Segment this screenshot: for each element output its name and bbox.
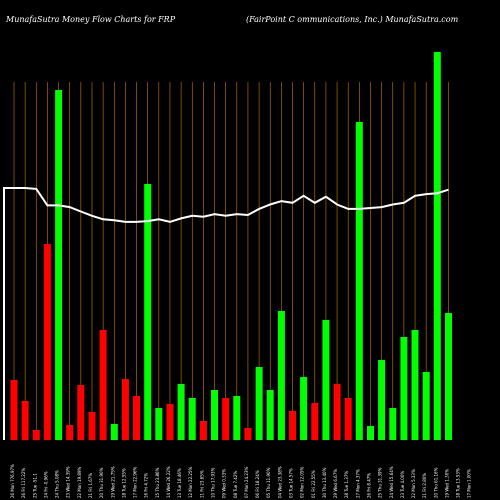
money-flow-bar [77,385,85,440]
x-tick-label: 24 Thu 5.08% [55,470,60,498]
x-tick-label: 23 Wed 14.39% [66,466,71,498]
x-tick-label: 11 Fri 23.65% [199,470,204,498]
x-tick-label: 22 Mon 5.33% [411,469,416,498]
money-flow-bar [88,412,96,440]
money-flow-bar [277,311,285,440]
money-flow-bar [43,244,51,440]
x-tick-label: 13 Tue 18.46% [177,468,182,498]
money-flow-bar [177,384,185,440]
money-flow-bar [422,372,430,440]
money-flow-bar [32,430,40,440]
money-flow-bar [66,425,74,440]
money-flow-bar [411,330,419,440]
x-tick-labels: 26 Mon 776.97% 26 Fri 117.22% 25 Tue -51.1… [10,464,472,498]
x-tick-label: 17 Mon 22.96% [133,466,138,498]
x-tick-label: 26 Mon 776.97% [10,464,15,498]
money-flow-bar [289,411,296,440]
money-flow-bar [355,122,363,440]
money-flow-bar [311,403,319,440]
x-tick-label: 25 Tue -51.1 [32,473,37,498]
money-flow-bar [211,390,218,440]
x-tick-label: 18 Tue 13.53% [456,468,461,498]
x-tick-label: 26 Fri 8.47% [367,473,372,498]
x-tick-label: 29 Wed 6.67% [333,469,338,498]
money-flow-bar [199,421,207,440]
money-flow-bar [333,384,341,440]
money-flow-bar [222,398,230,440]
x-tick-label: 24 Wed 15.64% [389,466,394,498]
money-flow-bar [400,337,408,440]
money-flow-bar [445,313,452,440]
money-flow-bar [344,398,352,440]
money-flow-bar [255,367,263,440]
x-tick-label: 10 Thu 17.93% [211,467,216,498]
x-tick-label: 14 Wed 26.22% [166,466,171,498]
money-flow-bar [367,426,374,440]
x-tick-label: 19 Wed 1.30% [445,469,450,498]
x-tick-label: 09 Wed 0.33% [222,469,227,498]
x-tick-label: 04 Wed 23.38% [277,466,282,498]
x-tick-label: 05 Thu 11.90% [266,467,271,498]
x-tick-label: 06 Fri 18.24% [255,470,260,498]
x-tick-label: 21 Fri 1.67% [88,473,93,498]
money-flow-bars [10,52,452,440]
x-tick-label: 16 Fri 4.72% [144,473,149,498]
x-tick-label: 27 Mon 4.37% [355,469,360,498]
money-flow-bar [110,424,118,440]
x-tick-label: 26 Fri 117.22% [21,468,26,498]
price-line [3,187,449,440]
x-tick-label: 20 Thu 61.16% [433,467,438,498]
money-flow-bar [433,52,441,440]
x-tick-label: 28 Tue 1.37% [344,471,349,498]
money-flow-bar [121,379,129,440]
money-flow-bar [378,360,386,440]
chart-subtitle: (FairPoint C ommunications, Inc.) Munafa… [246,15,459,24]
money-flow-bar [55,90,63,440]
x-tick-label: 19 Wed 21.75% [110,466,115,498]
money-flow-bar [166,404,174,440]
x-tick-label: 30 Thu 13.40% [322,467,327,498]
money-flow-bar [389,408,397,440]
x-tick-label: 03 Tue 14.57% [289,468,294,498]
money-flow-bar [300,377,308,440]
x-tick-label: 20 Thu 31.90% [99,467,104,498]
x-tick-label: 21 Fri 2.80% [422,473,427,498]
x-tick-label: 17 Mon 1.00% [467,469,472,498]
money-flow-bar [266,390,274,440]
money-flow-bar [10,380,18,440]
money-flow-bar [144,184,152,440]
money-flow-bar [322,320,330,440]
x-tick-label: 18 Tue 12.55% [121,468,126,498]
money-flow-bar [155,408,163,440]
x-tick-label: 25 Thu 31.39% [378,467,383,498]
money-flow-bar [244,428,252,440]
money-flow-bar [21,401,29,440]
x-tick-label: 12 Mon 22.25% [188,466,193,498]
money-flow-bar [99,330,107,440]
money-flow-bar [133,396,140,440]
x-tick-label: 07 Mon 24.23% [244,466,249,498]
x-tick-label: 22 Mon 19.89% [77,466,82,498]
money-flow-bar [188,398,196,440]
x-tick-label: 01 Fri 22.55% [311,470,316,498]
x-tick-label: 24 Fri -0.96% [43,471,48,498]
x-tick-label: 02 Mon 12.05% [300,466,305,498]
money-flow-bar [233,396,241,440]
x-tick-label: 15 Thu 23.86% [155,467,160,498]
x-tick-label: 08 Tue 7.42% [233,471,238,498]
x-tick-label: 23 Tue 4.00% [400,471,405,498]
chart-title: MunafaSutra Money Flow Charts for FRP [5,15,176,24]
